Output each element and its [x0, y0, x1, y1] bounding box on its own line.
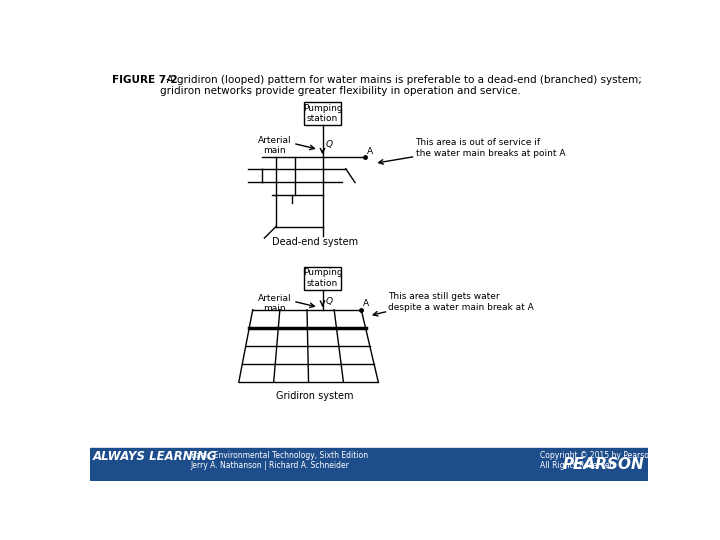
Text: PEARSON: PEARSON	[563, 457, 645, 472]
Text: A: A	[363, 299, 369, 308]
Text: FIGURE 7-2: FIGURE 7-2	[112, 75, 177, 85]
Text: Copyright © 2015 by Pearson Education, Inc
All Rights Reserved: Copyright © 2015 by Pearson Education, I…	[539, 450, 710, 470]
Text: Arterial
main: Arterial main	[258, 136, 292, 156]
Bar	[90, 448, 648, 481]
Text: This area still gets water
despite a water main break at A: This area still gets water despite a wat…	[388, 292, 534, 312]
Bar	[304, 102, 341, 125]
Text: This area is out of service if
the water main breaks at point A: This area is out of service if the water…	[415, 138, 565, 158]
Text: Dead-end system: Dead-end system	[271, 237, 358, 246]
Text: Pumping
station: Pumping station	[302, 104, 342, 123]
Text: Gridiron system: Gridiron system	[276, 390, 354, 401]
Text: ALWAYS LEARNING: ALWAYS LEARNING	[93, 450, 217, 463]
Text: Q: Q	[325, 296, 333, 306]
Text: A: A	[366, 147, 373, 156]
Text: A gridiron (looped) pattern for water mains is preferable to a dead-end (branche: A gridiron (looped) pattern for water ma…	[160, 75, 642, 97]
Text: Pumping
station: Pumping station	[302, 268, 342, 288]
Text: Basic Environmental Technology, Sixth Edition
Jerry A. Nathanson | Richard A. Sc: Basic Environmental Technology, Sixth Ed…	[191, 450, 368, 470]
Text: Q: Q	[325, 140, 333, 150]
Bar	[304, 267, 341, 289]
Text: Arterial
main: Arterial main	[258, 294, 292, 313]
